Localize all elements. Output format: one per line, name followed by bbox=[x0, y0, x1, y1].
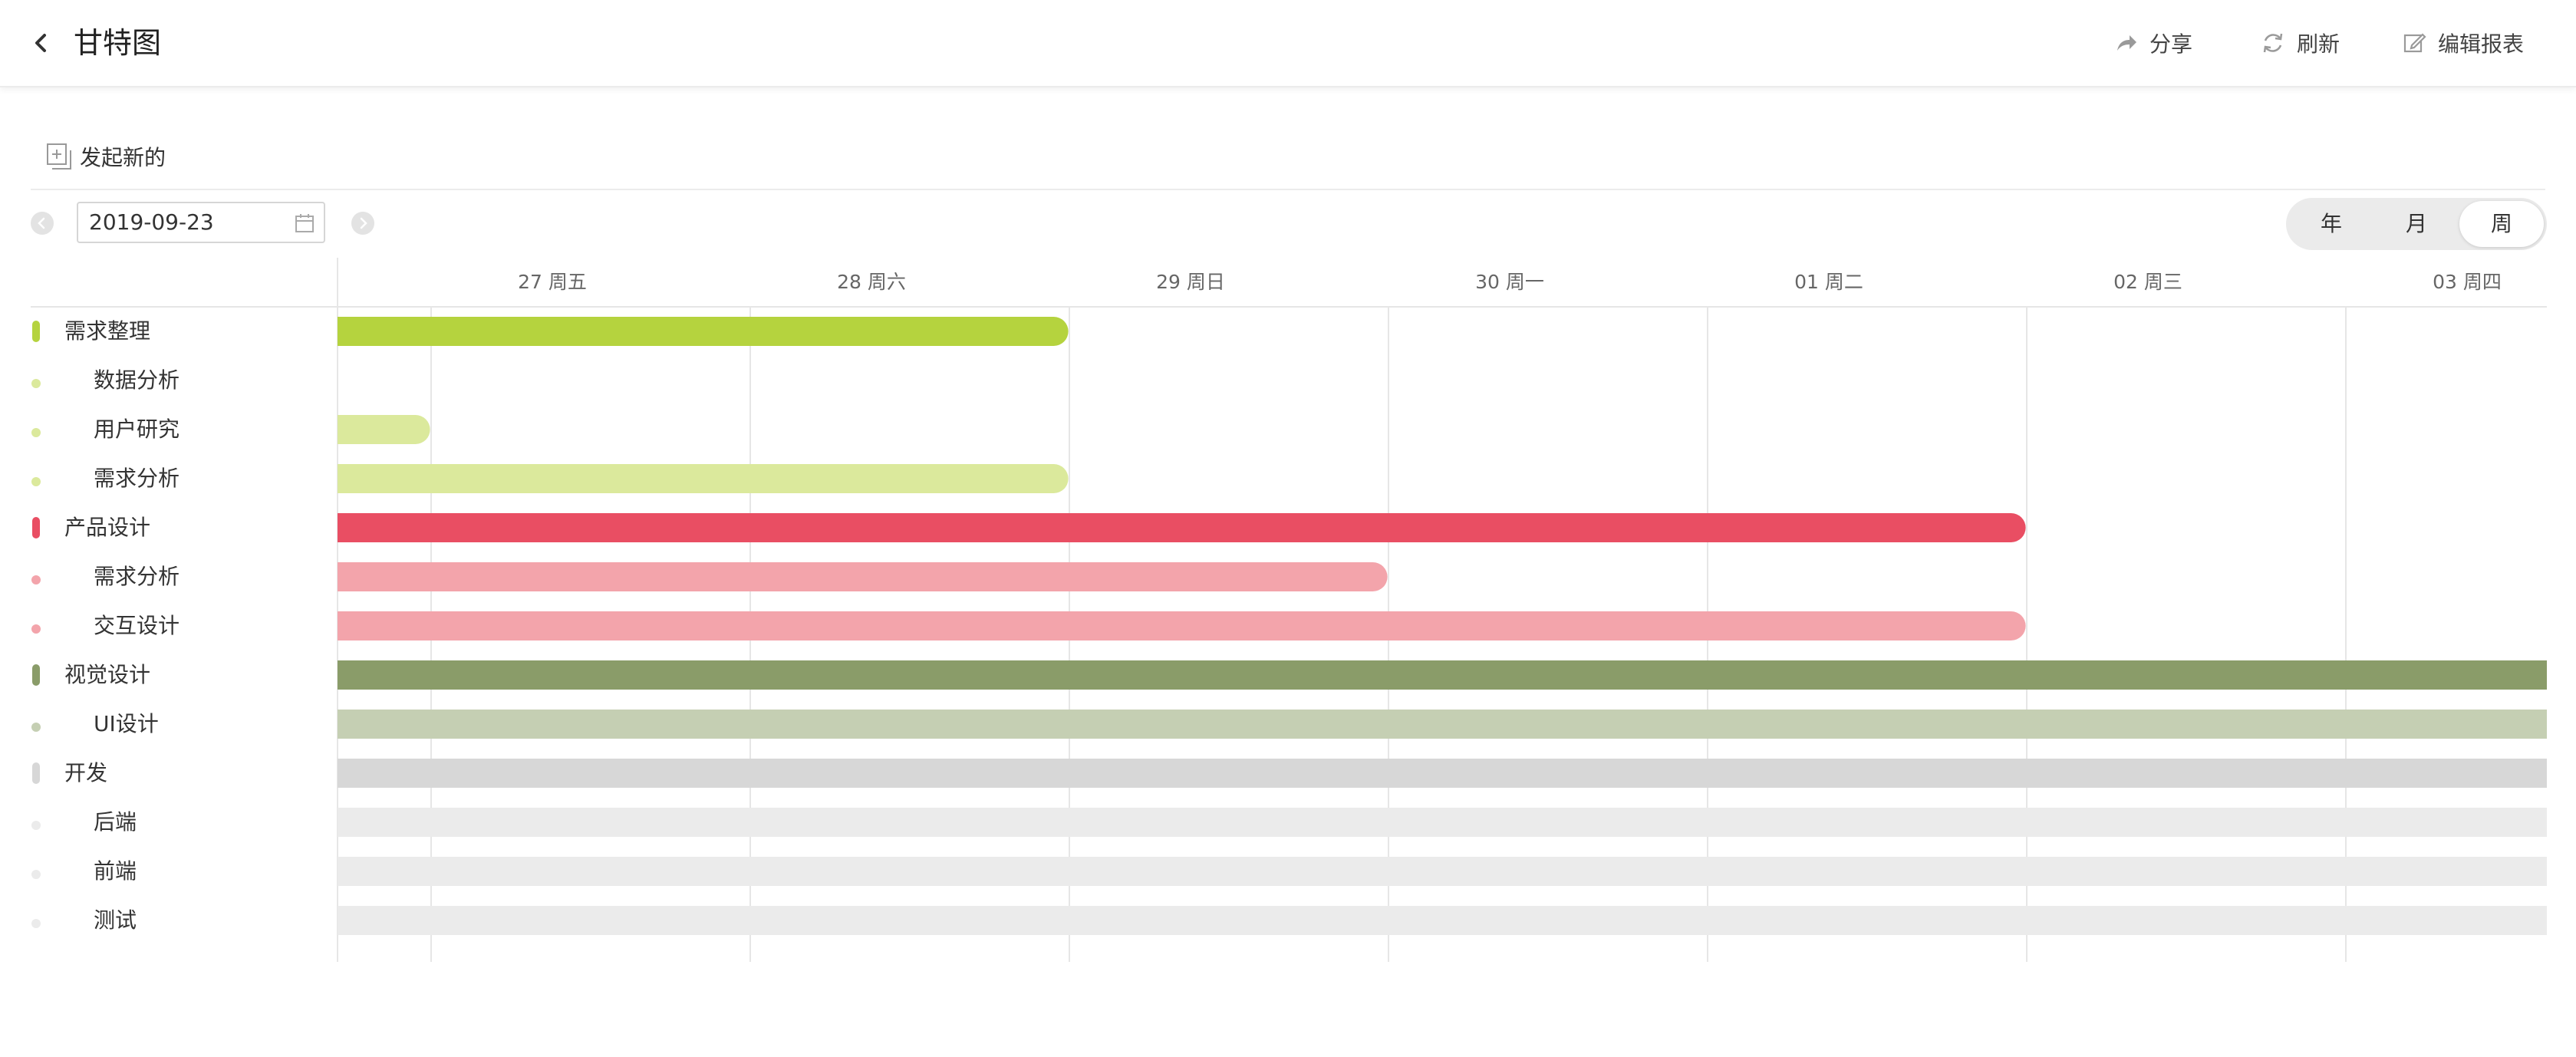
task-bar bbox=[338, 808, 2547, 837]
task-color-dot bbox=[31, 575, 41, 584]
task-label[interactable]: 测试 bbox=[94, 907, 137, 933]
chevron-right-icon bbox=[360, 217, 367, 229]
back-button[interactable] bbox=[28, 26, 55, 60]
task-color-dot bbox=[31, 821, 41, 830]
task-bar bbox=[338, 317, 1069, 346]
refresh-button[interactable]: 刷新 bbox=[2260, 25, 2340, 61]
day-label: 28 周六 bbox=[837, 271, 906, 293]
day-label: 27 周五 bbox=[518, 271, 587, 293]
refresh-label: 刷新 bbox=[2297, 31, 2340, 57]
share-icon bbox=[2117, 35, 2136, 51]
task-group-label[interactable]: 视觉设计 bbox=[64, 662, 151, 687]
day-label: 29 周日 bbox=[1156, 271, 1225, 293]
edit-icon bbox=[2403, 33, 2426, 53]
task-color-dot bbox=[31, 379, 41, 388]
group-color-marker bbox=[32, 321, 40, 342]
task-color-dot bbox=[31, 723, 41, 732]
task-color-dot bbox=[31, 428, 41, 437]
task-group-label[interactable]: 需求整理 bbox=[64, 318, 151, 344]
create-new-button[interactable]: 发起新的 bbox=[44, 138, 166, 175]
add-box-icon bbox=[47, 143, 71, 170]
refresh-icon bbox=[2263, 33, 2283, 53]
group-color-marker bbox=[32, 517, 40, 538]
view-switcher: 年 月 周 bbox=[2286, 198, 2547, 250]
top-header: 甘特图 分享 刷新 编辑报表 bbox=[0, 0, 2576, 87]
task-label[interactable]: 需求分析 bbox=[94, 466, 180, 491]
view-option-year[interactable]: 年 bbox=[2320, 211, 2342, 236]
view-option-month[interactable]: 月 bbox=[2405, 211, 2427, 236]
task-bar bbox=[338, 759, 2547, 788]
task-bar bbox=[338, 464, 1069, 493]
day-label: 01 周二 bbox=[1794, 271, 1863, 293]
task-bar bbox=[338, 513, 2026, 542]
prev-date-button[interactable] bbox=[31, 212, 54, 235]
task-bar bbox=[338, 415, 430, 444]
edit-report-button[interactable]: 编辑报表 bbox=[2401, 25, 2524, 61]
share-label: 分享 bbox=[2149, 31, 2193, 57]
task-label[interactable]: 交互设计 bbox=[94, 613, 180, 638]
task-color-dot bbox=[31, 919, 41, 928]
task-label[interactable]: 需求分析 bbox=[94, 564, 180, 589]
date-picker[interactable]: 2019-09-23 bbox=[77, 202, 325, 243]
create-new-label: 发起新的 bbox=[80, 145, 166, 170]
task-label[interactable]: 后端 bbox=[94, 809, 137, 835]
page-title: 甘特图 bbox=[74, 26, 162, 60]
task-color-dot bbox=[31, 870, 41, 879]
task-bar bbox=[338, 611, 2026, 640]
share-button[interactable]: 分享 bbox=[2113, 25, 2192, 61]
divider bbox=[31, 189, 2545, 190]
group-color-marker bbox=[32, 664, 40, 686]
task-color-dot bbox=[31, 477, 41, 486]
task-label[interactable]: 用户研究 bbox=[94, 417, 180, 442]
task-group-label[interactable]: 产品设计 bbox=[64, 515, 151, 540]
date-value: 2019-09-23 bbox=[89, 209, 214, 235]
task-bar bbox=[338, 562, 1388, 591]
group-color-marker bbox=[32, 762, 40, 784]
chevron-left-icon bbox=[35, 34, 46, 52]
task-bar bbox=[338, 660, 2547, 690]
task-label[interactable]: 前端 bbox=[94, 858, 137, 884]
task-group-label[interactable]: 开发 bbox=[64, 760, 108, 785]
task-label[interactable]: UI设计 bbox=[94, 711, 159, 736]
task-label[interactable]: 数据分析 bbox=[94, 367, 180, 393]
task-color-dot bbox=[31, 624, 41, 634]
chevron-left-icon bbox=[38, 217, 45, 229]
view-option-week[interactable]: 周 bbox=[2459, 201, 2544, 247]
next-date-button[interactable] bbox=[351, 212, 374, 235]
task-bar bbox=[338, 710, 2547, 739]
day-label: 30 周一 bbox=[1475, 271, 1544, 293]
edit-report-label: 编辑报表 bbox=[2438, 31, 2525, 57]
day-label: 03 周四 bbox=[2433, 271, 2502, 293]
task-bar bbox=[338, 857, 2547, 886]
day-label: 02 周三 bbox=[2113, 271, 2182, 293]
task-bar bbox=[338, 906, 2547, 935]
calendar-icon bbox=[295, 214, 314, 232]
